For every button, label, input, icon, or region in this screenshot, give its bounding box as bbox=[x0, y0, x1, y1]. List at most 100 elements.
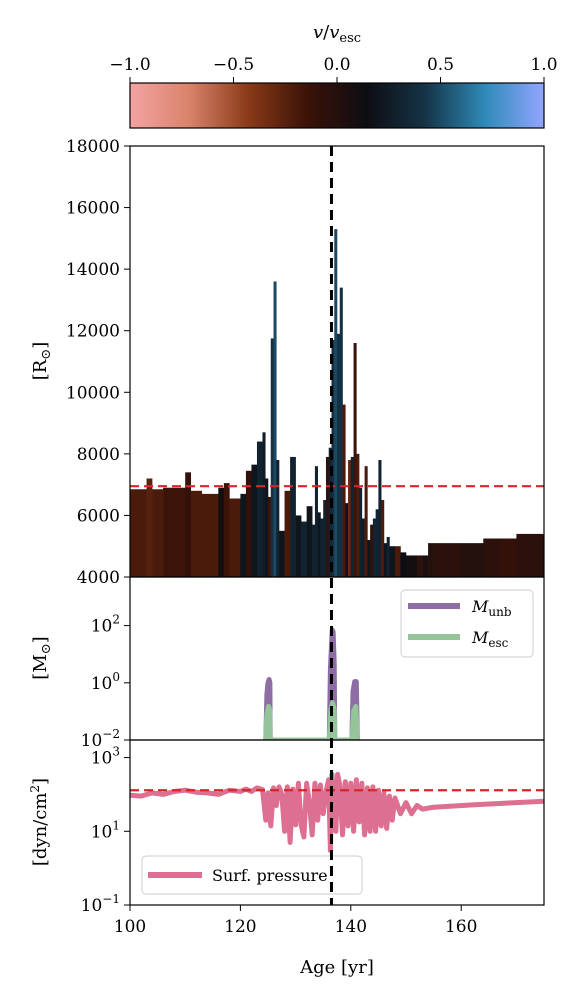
radius-bar bbox=[433, 543, 462, 577]
radius-bar bbox=[201, 493, 219, 577]
radius-bar bbox=[348, 460, 352, 577]
radius-bar bbox=[499, 538, 517, 577]
radius-bar bbox=[345, 503, 349, 577]
radius-ytick-label: 4000 bbox=[77, 568, 120, 588]
radius-yticks: 4000 6000 8000 10000 12000 14000 16000 18000 bbox=[66, 137, 130, 588]
x-tick-label: 100 bbox=[114, 917, 146, 937]
mass-yticks: 10−2 100 102 bbox=[81, 613, 130, 751]
radius-bar bbox=[334, 229, 338, 577]
radius-bar bbox=[273, 281, 277, 577]
radius-bar bbox=[163, 487, 186, 577]
mass-ytick-label: 102 bbox=[91, 613, 120, 637]
pressure-legend-box bbox=[141, 855, 363, 895]
radius-bar bbox=[516, 533, 544, 577]
radius-bar bbox=[428, 543, 434, 577]
mass-panel: 10−2 100 102 [M⊙] Munb Mesc bbox=[30, 589, 534, 751]
pressure-ytick-label: 101 bbox=[91, 818, 120, 842]
radius-bar bbox=[353, 343, 357, 577]
radius-bar bbox=[383, 543, 387, 577]
radius-bar bbox=[256, 441, 263, 577]
radius-bar bbox=[312, 524, 316, 577]
radius-ytick-label: 16000 bbox=[66, 199, 120, 219]
radius-bar bbox=[262, 432, 266, 577]
mass-ytick-label: 100 bbox=[91, 670, 120, 694]
x-tick-label: 140 bbox=[335, 917, 367, 937]
radius-bar bbox=[325, 456, 330, 577]
radius-bar bbox=[317, 512, 321, 577]
radius-bar bbox=[359, 487, 363, 577]
radius-ytick-label: 12000 bbox=[66, 322, 120, 342]
radius-bar bbox=[381, 500, 385, 577]
colorbar-ticks: −1.0 −0.5 0.0 0.5 1.0 bbox=[109, 55, 558, 83]
pressure-ytick-label: 103 bbox=[91, 745, 120, 769]
x-tick-label: 120 bbox=[224, 917, 256, 937]
radius-panel: 4000 6000 8000 10000 12000 14000 16000 18000 [R… bbox=[30, 137, 544, 588]
pressure-legend: Surf. pressure bbox=[141, 855, 363, 895]
radius-bar bbox=[320, 518, 324, 577]
radius-ytick-label: 18000 bbox=[66, 137, 120, 157]
mass-ylabel: [M⊙] bbox=[30, 636, 54, 679]
radius-bar bbox=[367, 540, 371, 577]
colorbar-tick-label: −0.5 bbox=[213, 55, 254, 75]
colorbar: v/vesc −1.0 −0.5 0.0 0.5 1.0 bbox=[109, 22, 558, 129]
radius-bar bbox=[314, 466, 318, 577]
colorbar-label: v/vesc bbox=[313, 22, 361, 46]
radius-bar bbox=[265, 478, 269, 577]
radius-bar bbox=[270, 338, 274, 577]
radius-bar bbox=[400, 552, 407, 577]
pressure-frame bbox=[129, 739, 545, 906]
radius-bar bbox=[301, 521, 307, 577]
mass-series-line bbox=[263, 700, 360, 740]
colorbar-gradient bbox=[129, 82, 545, 129]
pressure-ylabel: [dyn/cm2] bbox=[28, 778, 51, 866]
radius-bar bbox=[328, 447, 332, 577]
radius-bar bbox=[422, 555, 429, 577]
radius-bar bbox=[185, 472, 192, 577]
x-axis-ticks: 100 120 140 160 bbox=[114, 905, 477, 937]
radius-bar bbox=[240, 493, 247, 577]
legend-label-mesc: Mesc bbox=[471, 628, 509, 650]
radius-bar bbox=[370, 524, 374, 577]
radius-ylabel: [R⊙] bbox=[30, 342, 54, 381]
pressure-series bbox=[130, 771, 544, 854]
radius-bar bbox=[337, 333, 341, 577]
colorbar-tick-label: 0.0 bbox=[323, 55, 350, 75]
radius-bars bbox=[130, 229, 544, 577]
radius-bar bbox=[190, 490, 203, 577]
legend-label-pressure: Surf. pressure bbox=[212, 866, 328, 885]
radius-bar bbox=[372, 518, 376, 577]
radius-bar bbox=[251, 464, 258, 577]
radius-bar bbox=[378, 460, 382, 577]
radius-bar bbox=[331, 339, 335, 577]
colorbar-tick-label: −1.0 bbox=[109, 55, 150, 75]
radius-bar bbox=[218, 487, 225, 577]
radius-bar bbox=[342, 404, 346, 577]
radius-bar bbox=[461, 543, 484, 577]
radius-bar bbox=[361, 518, 365, 577]
radius-bar bbox=[295, 515, 302, 577]
pressure-series-line bbox=[130, 771, 544, 854]
colorbar-tick-label: 1.0 bbox=[530, 55, 557, 75]
radius-bar bbox=[306, 506, 313, 577]
radius-bar bbox=[323, 500, 327, 577]
mass-legend: Munb Mesc bbox=[400, 589, 534, 658]
radius-bar bbox=[290, 456, 296, 577]
radius-ytick-label: 14000 bbox=[66, 260, 120, 280]
radius-bar bbox=[356, 453, 360, 577]
colorbar-tick-label: 0.5 bbox=[427, 55, 454, 75]
x-axis-label: Age [yr] bbox=[299, 957, 374, 978]
radius-bar bbox=[483, 538, 501, 577]
radius-bar bbox=[394, 546, 401, 577]
radius-bar bbox=[229, 498, 241, 577]
radius-bar bbox=[146, 478, 153, 577]
mass-ytick-label: 10−2 bbox=[81, 727, 120, 751]
radius-bar bbox=[130, 489, 147, 577]
legend-label-munb: Munb bbox=[471, 597, 512, 619]
radius-bar bbox=[406, 555, 418, 577]
radius-bar bbox=[152, 489, 164, 577]
radius-ytick-label: 10000 bbox=[66, 383, 120, 403]
radius-ytick-label: 8000 bbox=[77, 445, 120, 465]
pressure-panel: 10−1 101 103 [dyn/cm2] Surf. pressure bbox=[28, 745, 544, 916]
radius-bar bbox=[417, 555, 423, 577]
